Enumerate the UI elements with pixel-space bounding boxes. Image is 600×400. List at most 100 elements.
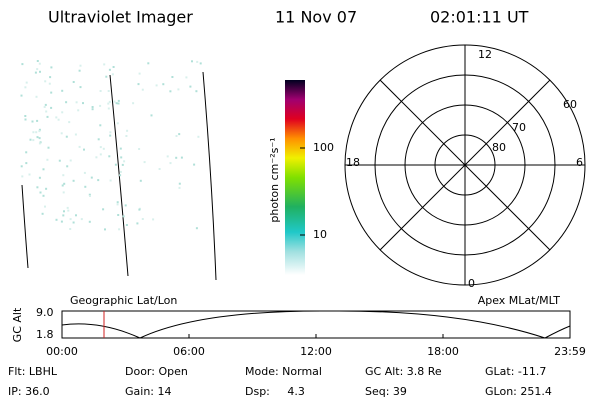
speckle — [99, 90, 102, 92]
speckle — [119, 174, 122, 177]
speckle — [120, 156, 123, 159]
speckle — [97, 138, 100, 141]
speckle — [25, 151, 28, 154]
speckle — [118, 228, 121, 231]
track-line — [21, 184, 29, 269]
speckle — [42, 194, 45, 197]
speckle — [46, 115, 49, 118]
speckle — [122, 215, 125, 218]
speckle — [99, 153, 102, 156]
speckle — [38, 137, 41, 140]
speckle — [108, 155, 111, 158]
speckle — [32, 139, 35, 142]
speckle — [199, 62, 202, 65]
orbit-right-title: Apex MLat/MLT — [478, 294, 561, 307]
speckle — [36, 119, 39, 122]
orbit-x-tick-label: 12:00 — [300, 345, 332, 358]
speckle — [193, 163, 196, 166]
speckle — [117, 99, 120, 102]
colorbar — [285, 80, 305, 275]
speckle — [116, 203, 119, 206]
speckle — [189, 85, 192, 88]
speckle — [82, 102, 84, 105]
speckle — [21, 175, 24, 178]
speckle — [83, 148, 85, 151]
speckle — [83, 171, 86, 174]
speckle — [108, 68, 111, 71]
speckle — [90, 176, 93, 179]
speckle — [107, 107, 110, 110]
speckle — [44, 80, 47, 83]
speckle — [55, 116, 58, 119]
time: 02:01:11 UT — [430, 8, 529, 27]
speckle — [104, 228, 106, 231]
orbit-y-tick: 1.8 — [36, 328, 54, 341]
speckle — [138, 208, 141, 211]
colorbar-tick-label: 10 — [313, 228, 327, 241]
speckle — [21, 63, 24, 66]
speckle — [80, 218, 83, 221]
speckle — [24, 115, 27, 117]
speckle — [61, 89, 64, 92]
mlt-label: 12 — [478, 48, 492, 61]
speckle — [169, 90, 172, 93]
speckle — [46, 158, 49, 161]
speckle — [141, 218, 144, 220]
speckle — [65, 135, 68, 138]
speckle — [60, 132, 63, 135]
speckle — [24, 86, 27, 89]
speckle — [67, 209, 70, 212]
info-field: GLat: -11.7 — [485, 365, 546, 378]
speckle — [125, 224, 128, 226]
speckle — [61, 111, 64, 114]
info-field: GC Alt: 3.8 Re — [365, 365, 442, 378]
speckle — [107, 102, 110, 105]
speckle — [39, 70, 41, 73]
orbit-y-tick: 9.0 — [36, 306, 54, 319]
speckle — [116, 122, 119, 125]
speckle — [89, 195, 91, 197]
speckle — [115, 102, 118, 105]
track-line — [202, 71, 217, 281]
info-field: Door: Open — [125, 365, 188, 378]
speckle — [105, 75, 108, 78]
polar-grid — [344, 44, 586, 286]
speckle — [43, 106, 46, 108]
speckle — [178, 133, 181, 136]
speckle — [61, 184, 64, 187]
speckle — [79, 64, 82, 67]
speckle — [121, 163, 124, 166]
speckle — [77, 109, 80, 112]
speckle — [88, 220, 91, 223]
speckle — [72, 221, 75, 224]
speckle — [155, 84, 158, 87]
speckle — [24, 118, 27, 121]
speckle — [62, 214, 65, 217]
speckle — [123, 160, 126, 163]
speckle — [138, 148, 141, 150]
speckle — [66, 206, 69, 209]
speckle — [75, 214, 77, 217]
speckle — [138, 72, 141, 75]
speckle — [117, 102, 120, 105]
speckle — [185, 76, 188, 79]
speckle — [31, 120, 34, 123]
speckle — [84, 185, 87, 188]
speckle — [75, 101, 78, 104]
speckle — [102, 147, 105, 150]
speckle — [162, 83, 165, 86]
speckle — [166, 155, 169, 158]
speckle — [63, 210, 65, 213]
speckle — [69, 159, 72, 162]
speckle — [195, 227, 198, 230]
speckle — [97, 179, 100, 182]
speckle — [72, 179, 75, 182]
speckle — [69, 218, 72, 221]
speckle — [132, 102, 135, 105]
orbit-x-tick-label: 18:00 — [427, 345, 459, 358]
lat-label: 60 — [563, 98, 577, 111]
speckle — [107, 90, 110, 92]
colorbar-tick-label: 100 — [313, 141, 334, 154]
speckle — [57, 118, 60, 121]
